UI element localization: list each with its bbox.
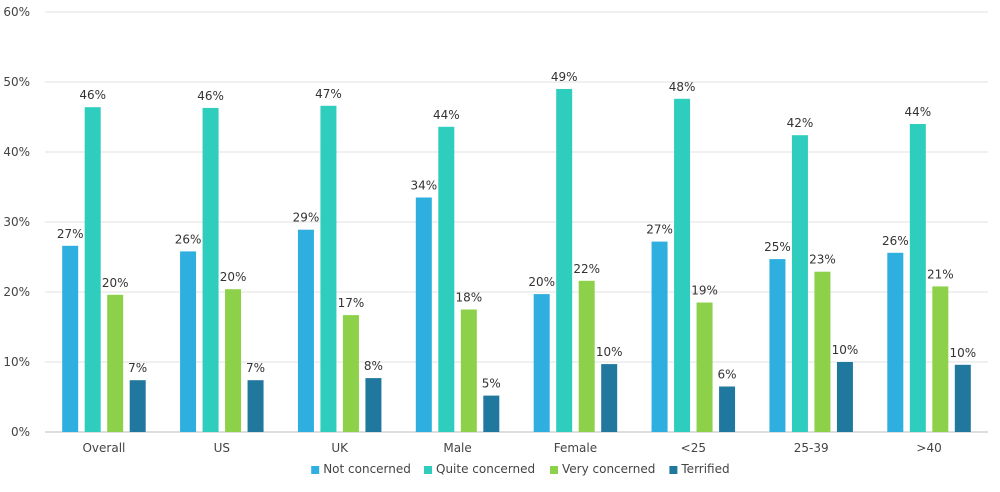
data-label: 42%: [787, 116, 814, 130]
data-label: 27%: [57, 227, 84, 241]
legend-item: Not concerned: [311, 462, 411, 476]
bar: [483, 395, 500, 432]
bar: [954, 364, 971, 432]
data-label: 26%: [882, 234, 909, 248]
bar: [533, 294, 550, 432]
x-category-label: Male: [443, 441, 471, 455]
x-category-label: US: [214, 441, 230, 455]
data-label: 34%: [410, 179, 437, 193]
legend: Not concerned Quite concerned Very concern…: [311, 462, 730, 476]
data-label: 5%: [482, 377, 501, 391]
bar: [932, 286, 949, 432]
legend-label: Very concerned: [562, 462, 655, 476]
bar: [202, 107, 219, 433]
bar: [769, 259, 786, 432]
bar: [836, 362, 853, 432]
bar: [887, 252, 904, 432]
data-label: 7%: [246, 361, 265, 375]
data-label: 44%: [904, 105, 931, 119]
bar: [909, 124, 926, 432]
x-category-label: Female: [554, 441, 597, 455]
bar: [62, 245, 79, 432]
legend-swatch: [669, 466, 678, 474]
data-label: 44%: [433, 108, 460, 122]
y-tick-label: 40%: [3, 145, 30, 159]
data-label: 20%: [528, 275, 555, 289]
data-label: 20%: [102, 276, 129, 290]
data-label: 18%: [455, 291, 482, 305]
y-tick-label: 10%: [3, 355, 30, 369]
data-label: 7%: [128, 361, 147, 375]
data-label: 46%: [79, 88, 106, 102]
x-category-label: Overall: [82, 441, 125, 455]
y-tick-label: 50%: [3, 75, 30, 89]
bar: [601, 364, 618, 432]
x-category-label: >40: [916, 441, 941, 455]
bars: [62, 89, 971, 433]
legend-item: Very concerned: [550, 462, 655, 476]
y-tick-label: 0%: [11, 425, 30, 439]
data-label: 8%: [364, 359, 383, 373]
bar: [415, 197, 432, 432]
data-label: 22%: [573, 262, 600, 276]
x-axis-categories: Overall US UK Male Female <25 25-39 >40: [82, 441, 941, 455]
bar: [438, 126, 455, 433]
bar: [320, 105, 337, 433]
bar: [651, 241, 668, 432]
bar: [674, 98, 691, 433]
y-tick-label: 60%: [3, 5, 30, 19]
y-tick-label: 20%: [3, 285, 30, 299]
data-label: 21%: [927, 267, 954, 281]
legend-label: Not concerned: [323, 462, 411, 476]
y-axis-ticks: 0% 10% 20% 30% 40% 50% 60%: [3, 5, 30, 439]
data-label: 10%: [596, 345, 623, 359]
legend-swatch: [424, 466, 432, 474]
x-category-label: <25: [681, 441, 706, 455]
data-label: 26%: [175, 232, 202, 246]
bar: [719, 386, 736, 432]
data-label: 10%: [949, 346, 976, 360]
value-labels: 27% 46% 20% 7% 26% 46% 20% 7% 29% 47% 17% 8% 34% 44% 1…: [57, 70, 976, 391]
legend-label: Quite concerned: [436, 462, 535, 476]
data-label: 46%: [197, 89, 224, 103]
x-category-label: UK: [331, 441, 349, 455]
gridlines: [45, 11, 988, 433]
data-label: 20%: [220, 270, 247, 284]
data-label: 27%: [646, 223, 673, 237]
data-label: 10%: [832, 343, 859, 357]
data-label: 23%: [809, 253, 836, 267]
bar: [791, 135, 808, 432]
x-category-label: 25-39: [794, 441, 829, 455]
legend-item: Terrified: [669, 462, 730, 476]
bar: [460, 309, 477, 432]
legend-swatch: [550, 466, 558, 474]
bar: [814, 271, 831, 432]
legend-item: Quite concerned: [424, 462, 535, 476]
data-label: 6%: [718, 368, 737, 382]
legend-swatch: [311, 466, 320, 474]
bar: [129, 380, 146, 432]
legend-label: Terrified: [680, 462, 729, 476]
bar: [225, 289, 242, 432]
y-tick-label: 30%: [3, 215, 30, 229]
data-label: 17%: [338, 296, 365, 310]
data-label: 19%: [691, 284, 718, 298]
data-label: 48%: [669, 80, 696, 94]
bar: [696, 302, 713, 432]
data-label: 29%: [293, 211, 320, 225]
data-label: 47%: [315, 87, 342, 101]
bar: [247, 380, 264, 432]
bar: [107, 294, 124, 432]
bar: [578, 280, 595, 432]
bar: [365, 378, 382, 432]
data-label: 49%: [551, 70, 578, 84]
bar: [297, 229, 314, 432]
bar: [556, 89, 573, 432]
bar: [84, 107, 101, 432]
bar: [342, 315, 359, 432]
bar: [180, 251, 197, 432]
data-label: 25%: [764, 240, 791, 254]
